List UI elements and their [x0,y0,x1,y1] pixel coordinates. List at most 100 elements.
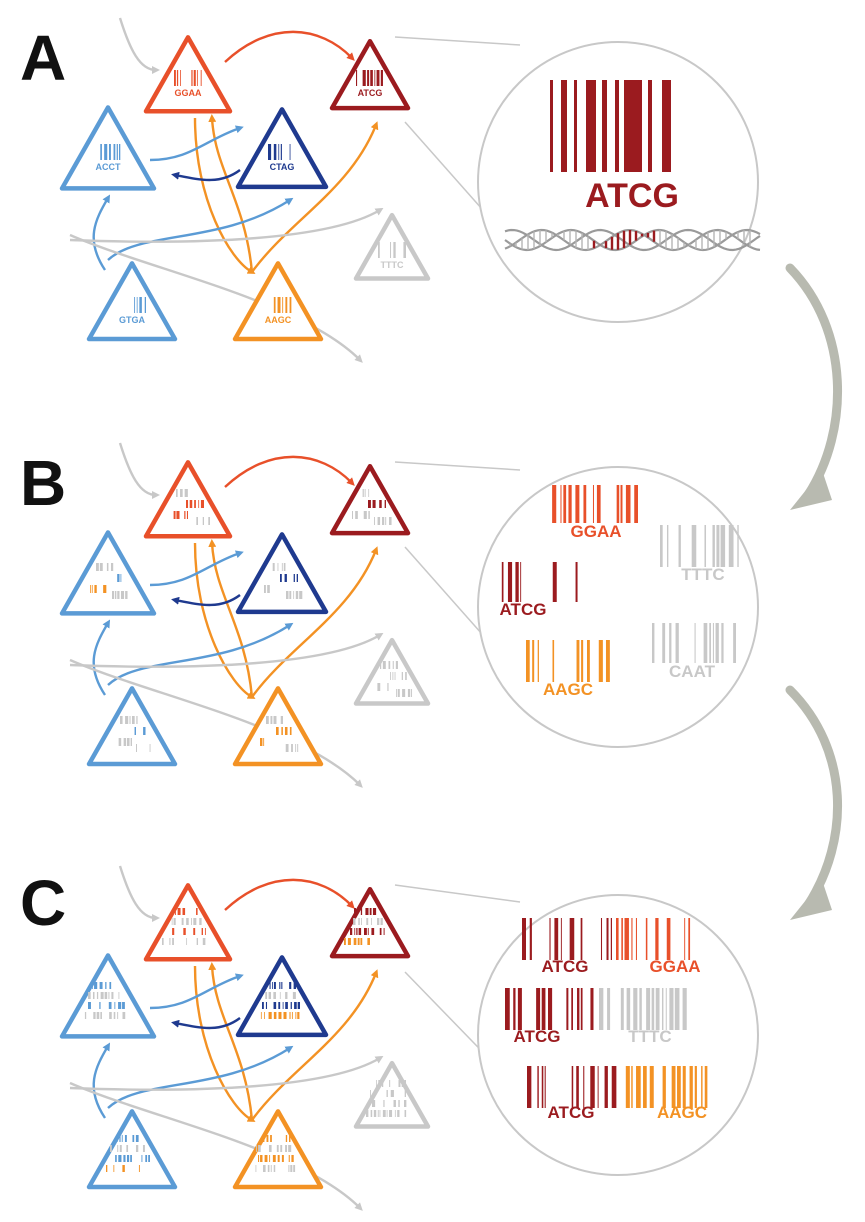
network-edge [251,969,379,1121]
barcode-bar [626,988,631,1030]
barcode-bar [575,485,580,523]
barcode-bar [720,525,726,567]
node-darkred: ATCG [329,38,411,111]
node-barcode [353,918,383,925]
node-barcode [262,1002,300,1009]
barcode-bar [171,918,173,925]
barcode-bar [114,1002,116,1009]
node-blue [59,530,157,616]
barcode-bar [285,992,288,999]
barcode-bar [266,1135,269,1142]
barcode-bar [389,1080,391,1087]
barcode-bar [364,928,367,935]
barcode-bar [181,918,184,925]
zoom-b-barcode-aagc: AAGC [526,640,610,699]
barcode-bar [665,988,667,1030]
zoom-b-barcode-tttc: TTTC [660,525,739,584]
barcode-bar [280,716,283,724]
barcode-bar [597,1066,599,1108]
barcode-bar [715,623,719,663]
node-blue [59,953,157,1039]
barcode-bar [394,1110,396,1117]
barcode-bar [615,80,619,172]
barcode-bar [130,1155,132,1162]
barcode-bar [367,938,370,945]
node-barcode [370,1090,406,1097]
barcode-bar [208,517,210,525]
barcode-bar [583,1066,585,1108]
barcode-bar [293,1165,296,1172]
barcode-bar [596,485,601,523]
barcode-bar [607,988,611,1030]
barcode-bar [193,918,197,925]
barcode-bar [117,574,120,582]
zoom-b-barcode-ggaa: GGAA [552,485,638,541]
barcode-bar [367,70,370,86]
barcode-bar [370,1110,373,1117]
barcode-bar [616,918,619,960]
zoom-circle [477,41,759,323]
node-barcode [260,738,265,746]
zoom-c-rows: ATCG GGAA ATCG TTTC ATCG AAGC [505,918,708,1122]
barcode-bar [674,988,680,1030]
barcode-bar [284,727,288,735]
barcode-bar [372,908,377,915]
barcode-bar [129,716,131,724]
barcode-bar [390,1090,394,1097]
barcode-bar [379,1110,381,1117]
barcode-bar [162,938,164,945]
barcode-bar [624,918,629,960]
barcode-bar [280,144,282,160]
node-barcode [134,727,146,735]
barcode-bar [198,500,200,508]
barcode-bar [376,70,380,86]
barcode-bar [268,992,272,999]
barcode-bar [119,144,121,160]
barcode-bar [285,1145,287,1152]
barcode-bar [116,1135,118,1142]
barcode-bar [273,982,276,989]
network-edge [208,114,254,273]
barcode-bar [136,297,138,313]
barcode-bar [122,1002,125,1009]
barcode-bar [396,689,397,697]
barcode-bar [581,640,584,682]
barcode-bar [277,297,281,313]
barcode-bar [297,1002,300,1009]
node-label: AAGC [265,315,292,325]
barcode-bar [277,1155,280,1162]
barcode-bar [93,1012,96,1019]
barcode-bar [196,908,198,915]
node-orange [232,1109,324,1190]
zoom-circle-c: ATCG GGAA ATCG TTTC ATCG AAGC [394,884,759,1176]
barcode-bar [522,918,526,960]
barcode-bar [606,918,609,960]
barcode-bar [291,744,293,752]
barcode-bar [392,661,394,669]
barcode-bar [583,485,587,523]
panel-b: B GGAA TTTC ATCG CAAT AAGC [20,442,759,788]
barcode-bar [550,80,553,172]
zoom-c-label: TTTC [628,1027,671,1046]
barcode-bar [605,640,610,682]
barcode-bar [721,623,724,663]
barcode-bar [117,591,120,599]
barcode-bar [671,1066,676,1108]
barcode-bar [701,1066,703,1108]
zoom-b-items: GGAA TTTC ATCG CAAT AAGC [500,485,739,699]
zoom-line [394,36,521,46]
barcode-bar [404,1090,406,1097]
barcode-bar [377,918,380,925]
barcode-bar [394,672,396,680]
barcode-bar [182,908,186,915]
barcode-bar [293,982,296,989]
barcode-bar [561,80,567,172]
barcode-bar [100,1012,102,1019]
node-triangle [329,463,411,536]
zoom-c-row: ATCG TTTC [505,988,687,1046]
barcode-bar [109,144,111,160]
network-edge [118,442,160,499]
barcode-bar [119,1145,122,1152]
zoom-circle [477,894,759,1176]
zoom-b-label: GGAA [571,522,622,541]
